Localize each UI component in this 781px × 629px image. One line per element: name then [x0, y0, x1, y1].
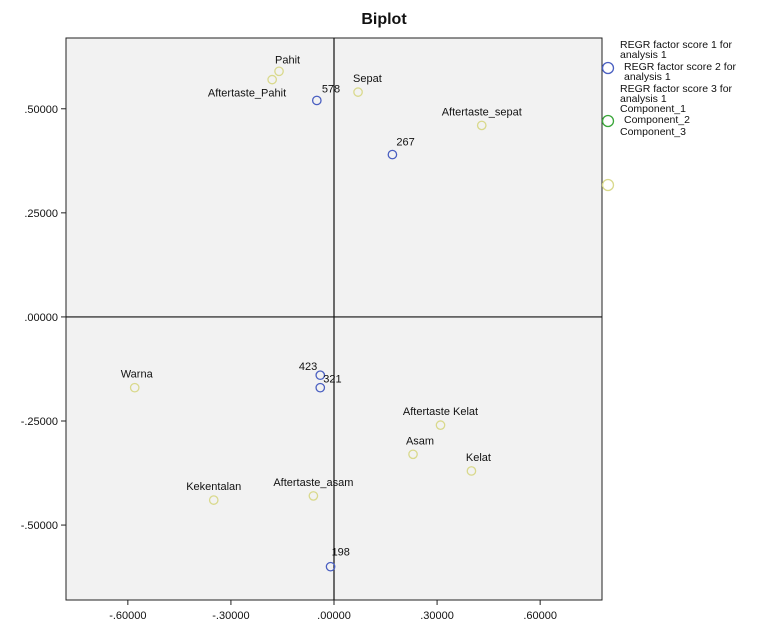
data-point — [408, 449, 418, 460]
x-tick-label: .00000 — [317, 610, 351, 622]
legend-text: REGR factor score 3 for — [620, 83, 733, 95]
data-point — [435, 420, 446, 431]
legend-text: analysis 1 — [620, 93, 667, 105]
legend-text: analysis 1 — [620, 49, 667, 61]
point-label: Aftertaste_Pahit — [208, 88, 286, 100]
data-point — [466, 466, 477, 476]
point-label: 267 — [396, 137, 414, 149]
point-label: 423 — [299, 361, 317, 373]
data-point — [353, 87, 363, 97]
legend-text: REGR factor score 2 for — [624, 61, 737, 73]
point-label: Aftertaste Kelat — [403, 406, 478, 418]
y-tick-label: -.50000 — [21, 520, 58, 532]
point-label: Sepat — [353, 73, 382, 85]
legend-marker — [601, 178, 615, 192]
data-point — [325, 561, 336, 572]
point-label: 578 — [322, 83, 340, 95]
y-tick-label: .25000 — [24, 208, 58, 220]
data-point — [267, 74, 278, 85]
data-point — [129, 382, 140, 393]
legend-text: Component_3 — [620, 126, 686, 138]
point-label: Pahit — [275, 54, 300, 66]
y-tick-label: -.25000 — [21, 416, 58, 428]
point-label: Kekentalan — [186, 481, 241, 493]
point-label: Asam — [406, 435, 434, 447]
data-point — [315, 382, 326, 393]
legend-marker — [601, 114, 615, 128]
x-tick-label: -.60000 — [109, 610, 146, 622]
point-label: 198 — [332, 547, 350, 559]
data-point — [311, 95, 322, 106]
data-point — [387, 149, 398, 160]
x-tick-label: -.30000 — [212, 610, 249, 622]
chart-title: Biplot — [361, 11, 407, 28]
legend-text: analysis 1 — [624, 71, 671, 83]
data-point — [208, 495, 219, 505]
x-tick-label: .30000 — [420, 610, 454, 622]
data-point — [315, 370, 326, 381]
y-tick-label: .00000 — [24, 312, 58, 324]
point-label: Aftertaste_asam — [273, 477, 353, 489]
point-label: 321 — [323, 374, 341, 386]
legend-marker — [601, 61, 615, 75]
plot-area: -.60000 -.30000 .00000 .30000 .60000 .50000 .2… — [21, 37, 603, 622]
point-label: Warna — [121, 369, 154, 381]
data-point — [476, 120, 487, 131]
y-tick-label: .50000 — [24, 104, 58, 116]
legend-text: Component_2 — [624, 114, 690, 126]
data-point — [274, 66, 284, 77]
point-label: Kelat — [466, 452, 491, 464]
x-tick-label: .60000 — [523, 610, 557, 622]
legend-text: REGR factor score 1 for — [620, 39, 733, 51]
point-label: Aftertaste_sepat — [442, 106, 522, 118]
data-point — [308, 491, 319, 501]
legend-text: Component_1 — [620, 103, 686, 115]
